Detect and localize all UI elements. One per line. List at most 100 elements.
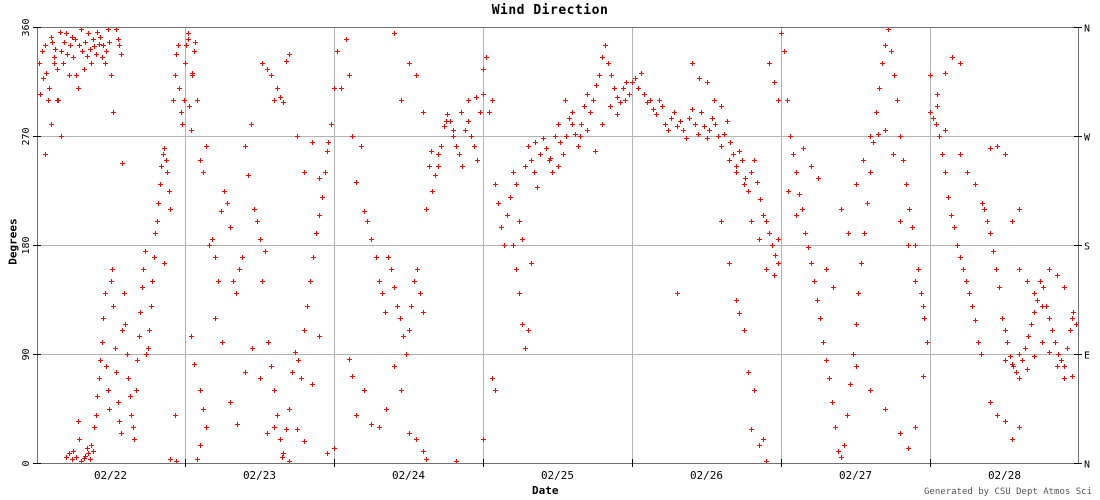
data-point-marker bbox=[767, 231, 772, 236]
data-point-marker bbox=[281, 451, 286, 456]
data-point-marker bbox=[746, 189, 751, 194]
data-point-marker bbox=[219, 209, 224, 214]
data-point-marker bbox=[350, 134, 355, 139]
data-point-marker bbox=[310, 140, 315, 145]
data-point-marker bbox=[70, 457, 75, 462]
data-point-marker bbox=[153, 231, 158, 236]
data-point-marker bbox=[122, 291, 127, 296]
data-point-marker bbox=[213, 316, 218, 321]
data-point-marker bbox=[281, 100, 286, 105]
data-point-marker bbox=[250, 346, 255, 351]
data-point-marker bbox=[707, 128, 712, 133]
data-point-marker bbox=[585, 92, 590, 97]
data-point-marker bbox=[158, 182, 163, 187]
data-point-marker bbox=[657, 98, 662, 103]
x-tick-label: 02/24 bbox=[392, 469, 425, 482]
data-point-marker bbox=[198, 443, 203, 448]
data-point-marker bbox=[600, 55, 605, 60]
data-point-marker bbox=[791, 152, 796, 157]
data-point-marker bbox=[249, 122, 254, 127]
data-point-marker bbox=[401, 334, 406, 339]
data-point-marker bbox=[943, 128, 948, 133]
data-point-marker bbox=[511, 170, 516, 175]
data-point-marker bbox=[520, 237, 525, 242]
y-axis-ticks: 0 90 180 270 360 bbox=[21, 18, 41, 467]
data-point-marker bbox=[335, 49, 340, 54]
x-tick-label: 02/23 bbox=[243, 469, 276, 482]
data-point-marker bbox=[59, 134, 64, 139]
data-point-marker bbox=[320, 195, 325, 200]
data-point-marker bbox=[681, 128, 686, 133]
data-point-marker bbox=[162, 146, 167, 151]
data-point-marker bbox=[74, 73, 79, 78]
data-point-marker bbox=[898, 219, 903, 224]
data-point-marker bbox=[764, 219, 769, 224]
data-point-marker bbox=[44, 71, 49, 76]
data-point-marker bbox=[785, 98, 790, 103]
data-point-marker bbox=[1059, 358, 1064, 363]
data-point-marker bbox=[982, 207, 987, 212]
data-point-marker bbox=[550, 170, 555, 175]
data-point-marker bbox=[86, 451, 91, 456]
data-point-marker bbox=[809, 164, 814, 169]
compass-label: W bbox=[1084, 133, 1091, 144]
data-point-marker bbox=[220, 340, 225, 345]
data-point-marker bbox=[377, 279, 382, 284]
data-point-marker bbox=[734, 298, 739, 303]
data-point-marker bbox=[46, 98, 51, 103]
data-point-marker bbox=[1017, 376, 1022, 381]
data-point-marker bbox=[101, 316, 106, 321]
data-point-marker bbox=[190, 71, 195, 76]
data-point-marker bbox=[258, 237, 263, 242]
data-point-marker bbox=[493, 388, 498, 393]
data-point-marker bbox=[967, 291, 972, 296]
data-point-marker bbox=[816, 176, 821, 181]
data-point-marker bbox=[490, 376, 495, 381]
data-point-marker bbox=[1003, 358, 1008, 363]
data-point-marker bbox=[116, 400, 121, 405]
data-point-marker bbox=[278, 437, 283, 442]
data-point-marker bbox=[156, 201, 161, 206]
data-point-marker bbox=[731, 152, 736, 157]
data-point-marker bbox=[904, 182, 909, 187]
data-point-marker bbox=[484, 55, 489, 60]
data-point-marker bbox=[98, 35, 103, 40]
data-points bbox=[37, 27, 1079, 464]
data-point-marker bbox=[275, 413, 280, 418]
data-point-marker bbox=[499, 225, 504, 230]
y-tick-label: 0 bbox=[21, 460, 32, 466]
data-point-marker bbox=[943, 71, 948, 76]
data-point-marker bbox=[404, 352, 409, 357]
data-point-marker bbox=[89, 443, 94, 448]
data-point-marker bbox=[38, 92, 43, 97]
data-point-marker bbox=[752, 388, 757, 393]
data-point-marker bbox=[107, 407, 112, 412]
data-point-marker bbox=[618, 100, 623, 105]
x-tick-label: 02/22 bbox=[94, 469, 127, 482]
data-point-marker bbox=[168, 457, 173, 462]
data-point-marker bbox=[995, 144, 1000, 149]
data-point-marker bbox=[83, 454, 88, 459]
data-point-marker bbox=[101, 43, 106, 48]
data-point-marker bbox=[874, 110, 879, 115]
data-point-marker bbox=[699, 110, 704, 115]
data-point-marker bbox=[776, 98, 781, 103]
data-point-marker bbox=[593, 149, 598, 154]
data-point-marker bbox=[684, 136, 689, 141]
data-point-marker bbox=[833, 425, 838, 430]
data-point-marker bbox=[269, 364, 274, 369]
data-point-marker bbox=[642, 92, 647, 97]
right-axis-compass-ticks: N W S E N bbox=[1074, 24, 1091, 471]
data-point-marker bbox=[752, 158, 757, 163]
data-point-marker bbox=[713, 122, 718, 127]
data-point-marker bbox=[424, 457, 429, 462]
data-point-marker bbox=[1032, 291, 1037, 296]
data-point-marker bbox=[719, 104, 724, 109]
y-tick-label: 180 bbox=[21, 236, 32, 254]
data-point-marker bbox=[526, 144, 531, 149]
data-point-marker bbox=[263, 249, 268, 254]
data-point-marker bbox=[895, 98, 900, 103]
data-point-marker bbox=[630, 80, 635, 85]
data-point-marker bbox=[83, 40, 88, 45]
